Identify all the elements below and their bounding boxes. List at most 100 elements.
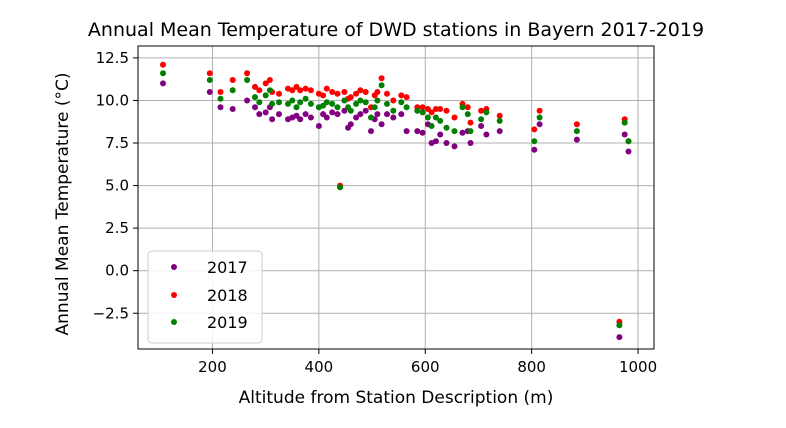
- data-point-2019: [341, 97, 348, 104]
- x-tick-label: 400: [305, 358, 334, 376]
- data-point-2018: [464, 104, 471, 111]
- data-point-2019: [297, 99, 304, 106]
- data-point-2017: [297, 116, 304, 123]
- data-point-2019: [432, 114, 439, 121]
- y-tick-label: 7.5: [105, 134, 129, 152]
- legend-marker-2017: [171, 264, 177, 270]
- data-point-2019: [616, 322, 623, 329]
- data-point-2019: [276, 99, 282, 106]
- x-tick-label: 800: [517, 358, 546, 376]
- data-point-2019: [531, 138, 538, 145]
- data-point-2017: [329, 109, 336, 116]
- data-point-2019: [266, 87, 273, 94]
- data-point-2017: [621, 131, 628, 138]
- data-point-2017: [573, 136, 580, 143]
- data-point-2019: [483, 109, 490, 116]
- data-point-2019: [269, 100, 276, 107]
- data-point-2017: [398, 111, 405, 118]
- data-point-2018: [334, 90, 341, 97]
- data-point-2017: [256, 111, 263, 118]
- data-point-2019: [302, 95, 309, 102]
- data-point-2018: [536, 107, 543, 114]
- y-tick-label: 5.0: [105, 177, 129, 195]
- data-point-2019: [414, 107, 421, 114]
- data-point-2017: [347, 121, 354, 128]
- data-point-2018: [384, 90, 390, 97]
- data-point-2018: [297, 87, 304, 94]
- data-point-2017: [419, 129, 426, 136]
- data-point-2017: [368, 128, 374, 135]
- data-point-2019: [289, 97, 296, 104]
- y-tick-label: 0.0: [105, 262, 129, 280]
- data-point-2017: [384, 111, 390, 118]
- data-point-2018: [428, 109, 435, 116]
- data-point-2018: [341, 89, 348, 95]
- data-point-2017: [362, 107, 369, 114]
- data-point-2018: [432, 106, 439, 112]
- data-point-2018: [160, 61, 166, 68]
- data-point-2019: [374, 97, 381, 104]
- data-point-2018: [467, 119, 474, 126]
- data-point-2019: [362, 99, 369, 106]
- data-point-2018: [217, 89, 224, 95]
- y-tick-label: 2.5: [105, 219, 129, 237]
- data-point-2017: [390, 114, 397, 121]
- data-point-2017: [206, 89, 213, 95]
- legend-label-2018: 2018: [207, 286, 248, 305]
- data-point-2019: [378, 82, 385, 89]
- legend-box: [147, 250, 263, 344]
- data-point-2018: [496, 112, 503, 119]
- data-point-2017: [443, 140, 450, 146]
- data-point-2018: [347, 94, 354, 101]
- chart-title: Annual Mean Temperature of DWD stations …: [88, 19, 704, 41]
- data-point-2019: [443, 124, 450, 131]
- data-point-2019: [252, 94, 258, 101]
- data-point-2017: [432, 138, 439, 145]
- data-point-2019: [229, 87, 236, 94]
- data-point-2017: [478, 123, 485, 129]
- data-point-2019: [244, 77, 251, 83]
- data-point-2018: [478, 107, 485, 114]
- data-point-2018: [419, 104, 426, 111]
- data-point-2017: [262, 109, 269, 116]
- data-point-2017: [357, 111, 364, 118]
- data-point-2019: [451, 128, 458, 135]
- data-point-2018: [229, 77, 236, 83]
- data-point-2019: [625, 138, 632, 145]
- data-point-2018: [320, 92, 327, 99]
- data-point-2019: [419, 109, 426, 116]
- data-point-2018: [378, 75, 385, 82]
- data-point-2019: [437, 117, 444, 124]
- data-point-2019: [496, 117, 503, 124]
- data-point-2017: [229, 106, 236, 112]
- data-point-2018: [206, 70, 213, 77]
- data-point-2017: [160, 80, 166, 87]
- data-point-2019: [464, 111, 471, 118]
- data-point-2017: [244, 97, 251, 104]
- data-point-2019: [206, 77, 213, 83]
- data-point-2019: [478, 116, 485, 123]
- data-point-2017: [217, 104, 224, 111]
- x-tick-label: 200: [198, 358, 227, 376]
- data-point-2017: [378, 121, 385, 128]
- data-point-2018: [353, 90, 360, 97]
- y-tick-label: 10.0: [96, 91, 129, 109]
- data-point-2019: [334, 104, 341, 111]
- data-point-2017: [483, 131, 490, 138]
- plot-frame: [137, 45, 655, 350]
- data-point-2018: [374, 89, 381, 95]
- data-point-2017: [437, 131, 444, 138]
- data-point-2018: [443, 107, 450, 114]
- x-tick-label: 1000: [619, 358, 657, 376]
- data-point-2019: [217, 95, 224, 102]
- data-point-2018: [437, 106, 444, 112]
- data-point-2019: [307, 100, 314, 107]
- data-point-2018: [262, 80, 269, 87]
- data-point-2019: [384, 100, 390, 107]
- legend: 2017 2018 2019: [147, 250, 263, 344]
- data-point-2018: [252, 83, 258, 90]
- data-point-2018: [307, 87, 314, 94]
- data-point-2017: [302, 111, 309, 118]
- data-point-2017: [252, 104, 258, 111]
- data-point-2017: [459, 129, 466, 136]
